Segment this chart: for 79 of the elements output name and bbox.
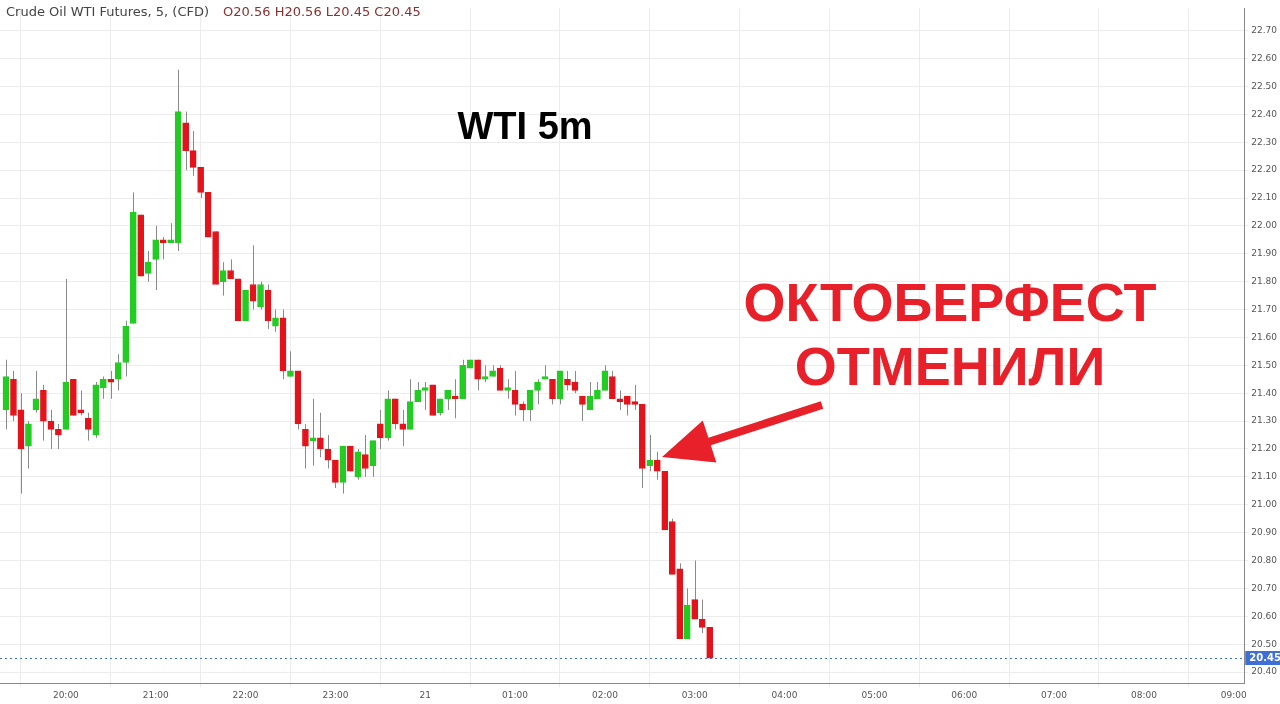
x-tick-label: 03:00	[681, 689, 708, 700]
x-tick-label: 05:00	[861, 689, 888, 700]
candlestick	[444, 389, 452, 411]
y-tick-label: 21.00	[1251, 499, 1278, 510]
candlestick	[197, 166, 204, 199]
candlestick	[362, 434, 369, 478]
x-tick-label: 23:00	[322, 689, 349, 700]
candlestick	[227, 258, 234, 280]
candlestick	[414, 381, 422, 403]
x-tick-label: 02:00	[591, 689, 619, 700]
y-tick-label: 21.80	[1251, 276, 1278, 287]
candlestick	[287, 350, 294, 377]
candlestick	[534, 378, 541, 405]
y-tick-label: 20.80	[1251, 554, 1278, 565]
candlestick	[332, 459, 339, 489]
candlestick	[609, 370, 616, 400]
candlestick	[152, 225, 160, 291]
y-tick-label: 22.30	[1251, 136, 1278, 147]
candlestick	[474, 359, 481, 391]
y-tick-label: 22.00	[1251, 220, 1278, 231]
candlestick	[272, 309, 279, 333]
candlestick	[376, 409, 384, 450]
candlestick	[646, 434, 654, 472]
y-tick-label: 20.60	[1251, 610, 1278, 621]
x-tick-label: 01:00	[502, 689, 529, 700]
chart-subtitle: O20.56 H20.56 L20.45 C20.45	[223, 4, 421, 19]
y-tick-label: 20.40	[1251, 666, 1278, 677]
candlestick	[85, 412, 92, 442]
y-tick-label: 22.60	[1251, 52, 1278, 63]
y-tick-label: 21.60	[1251, 331, 1278, 342]
candlestick	[549, 378, 556, 405]
y-tick-label: 22.50	[1251, 80, 1278, 91]
x-tick-label: 22:00	[232, 689, 259, 700]
y-tick-label: 22.10	[1251, 192, 1278, 203]
annotation: WTI 5m	[456, 104, 594, 148]
x-tick-label: 21:00	[142, 689, 169, 700]
x-tick-label: 21	[419, 689, 431, 700]
y-tick-label: 21.20	[1251, 443, 1278, 454]
candlestick	[564, 370, 571, 391]
candlestick	[698, 599, 706, 634]
x-tick-label: 04:00	[771, 689, 798, 700]
candlestick	[317, 412, 324, 458]
y-tick-label: 21.70	[1251, 303, 1278, 314]
y-tick-label: 21.30	[1251, 415, 1278, 426]
candlestick	[691, 560, 699, 620]
x-tick-label: 07:00	[1041, 689, 1068, 700]
candlestick	[55, 423, 62, 450]
y-tick-label: 21.50	[1251, 359, 1278, 370]
y-tick-label: 21.10	[1251, 471, 1278, 482]
x-tick-label: 09:00	[1220, 689, 1247, 700]
candlestick	[302, 423, 309, 469]
candlestick	[399, 409, 407, 447]
candlestick	[257, 281, 264, 311]
candlestick	[369, 440, 377, 478]
ref-line-label: 20.45	[1249, 651, 1280, 663]
chart-title: Crude Oil WTI Futures, 5, (CFD)	[6, 4, 210, 19]
candlestick	[616, 389, 624, 411]
candlestick	[421, 381, 429, 411]
y-tick-label: 22.40	[1251, 108, 1278, 119]
y-tick-label: 22.20	[1251, 164, 1278, 175]
candlestick	[144, 250, 152, 283]
y-tick-label: 20.70	[1251, 582, 1278, 593]
y-tick-label: 20.90	[1251, 526, 1278, 537]
x-tick-label: 08:00	[1130, 689, 1158, 700]
x-tick-label: 06:00	[951, 689, 978, 700]
candlestick	[631, 384, 639, 411]
candlestick	[391, 398, 399, 430]
y-tick-label: 22.70	[1251, 25, 1278, 36]
annotation: ОКТОБЕРФЕСТ ОТМЕНИЛИ	[742, 271, 1158, 398]
y-tick-label: 20.50	[1251, 638, 1278, 649]
y-tick-label: 21.90	[1251, 248, 1278, 259]
candlestick	[653, 451, 661, 481]
y-tick-label: 21.40	[1251, 387, 1278, 398]
candlestick	[579, 395, 586, 422]
candlestick	[114, 353, 122, 391]
candlestick	[519, 401, 526, 422]
candlestick	[309, 398, 317, 467]
x-tick-label: 20:00	[52, 689, 80, 700]
candlestick	[25, 420, 32, 469]
